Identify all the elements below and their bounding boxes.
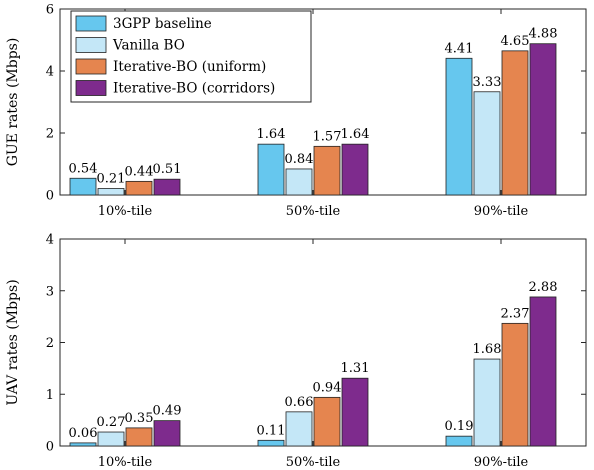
- x-tick-label: 10%-tile: [98, 204, 153, 219]
- y-tick-label: 2: [46, 127, 54, 142]
- y-tick-label: 2: [46, 336, 54, 351]
- bar: [285, 168, 313, 196]
- data-label: 0.27: [97, 415, 126, 430]
- bar: [257, 143, 285, 196]
- chart-panel-1: 0 2 4 6 10%-tile 50%-tile 90%-tile GUE rates (M…: [5, 3, 587, 219]
- data-label: 1.64: [257, 127, 286, 142]
- bar: [445, 57, 473, 196]
- data-label: 2.37: [501, 306, 530, 321]
- data-label: 1.64: [341, 127, 370, 142]
- bar: [473, 358, 501, 447]
- legend-entry: Iterative-BO (corridors): [113, 81, 275, 97]
- data-label: 0.11: [257, 423, 286, 438]
- data-label: 0.84: [285, 152, 314, 167]
- x-tick-label: 10%-tile: [98, 455, 153, 470]
- data-label: 0.06: [69, 426, 98, 441]
- legend-box: [70, 10, 312, 103]
- legend-swatch: [75, 58, 107, 75]
- y-tick-label: 6: [46, 3, 54, 18]
- legend-entry: Vanilla BO: [112, 38, 185, 54]
- data-label: 3.33: [473, 75, 502, 90]
- y-axis-label: GUE rates (Mbps): [5, 38, 21, 167]
- data-label: 0.21: [97, 171, 126, 186]
- bar: [97, 431, 125, 447]
- data-label: 1.68: [473, 342, 502, 357]
- data-label: 4.88: [529, 27, 558, 42]
- y-tick-label: 4: [46, 233, 54, 248]
- bar: [153, 420, 181, 447]
- data-label: 4.41: [445, 41, 474, 56]
- bar: [125, 427, 153, 447]
- data-label: 0.66: [285, 395, 314, 410]
- data-label: 4.65: [501, 34, 530, 49]
- y-tick-label: 0: [46, 189, 54, 204]
- bar: [69, 177, 97, 196]
- bar: [153, 178, 181, 196]
- data-label: 0.44: [125, 164, 154, 179]
- data-label: 2.88: [529, 280, 558, 295]
- data-label: 1.57: [313, 129, 342, 144]
- bar: [341, 143, 369, 196]
- legend-entry: 3GPP baseline: [113, 16, 212, 32]
- bar: [529, 296, 557, 447]
- legend-swatch: [75, 15, 107, 32]
- chart-panel-2: 0 1 2 3 4 10%-tile 50%-tile 90%-tile UAV rates (…: [5, 233, 587, 470]
- x-tick-label: 90%-tile: [474, 204, 529, 219]
- bar: [445, 435, 473, 447]
- bar: [473, 91, 501, 196]
- y-axis-label: UAV rates (Mbps): [5, 279, 21, 405]
- bar: [341, 377, 369, 447]
- legend-swatch: [75, 80, 107, 96]
- y-tick-label: 0: [46, 440, 54, 455]
- data-label: 0.54: [69, 161, 98, 176]
- bar: [285, 411, 313, 447]
- bar: [125, 180, 153, 196]
- bar: [313, 396, 341, 447]
- legend-swatch: [75, 37, 107, 53]
- data-label: 1.31: [341, 361, 370, 376]
- bar: [257, 439, 285, 447]
- y-tick-label: 1: [46, 388, 54, 403]
- data-label: 0.51: [153, 162, 182, 177]
- x-tick-label: 90%-tile: [474, 455, 529, 470]
- bar: [313, 145, 341, 196]
- x-tick-label: 50%-tile: [286, 455, 341, 470]
- bar: [97, 188, 125, 196]
- data-label: 0.19: [445, 419, 474, 434]
- y-tick-label: 3: [46, 284, 54, 299]
- data-label: 0.35: [125, 411, 154, 426]
- bar: [69, 442, 97, 447]
- bar: [501, 322, 529, 447]
- x-tick-label: 50%-tile: [286, 204, 341, 219]
- legend-entry: Iterative-BO (uniform): [113, 59, 266, 75]
- bar: [501, 50, 529, 196]
- bar: [529, 43, 557, 196]
- y-tick-label: 4: [46, 65, 54, 80]
- data-label: 0.49: [153, 404, 182, 419]
- data-label: 0.94: [313, 380, 342, 395]
- legend: 3GPP baseline Vanilla BO Iterative-BO (uni…: [70, 10, 312, 103]
